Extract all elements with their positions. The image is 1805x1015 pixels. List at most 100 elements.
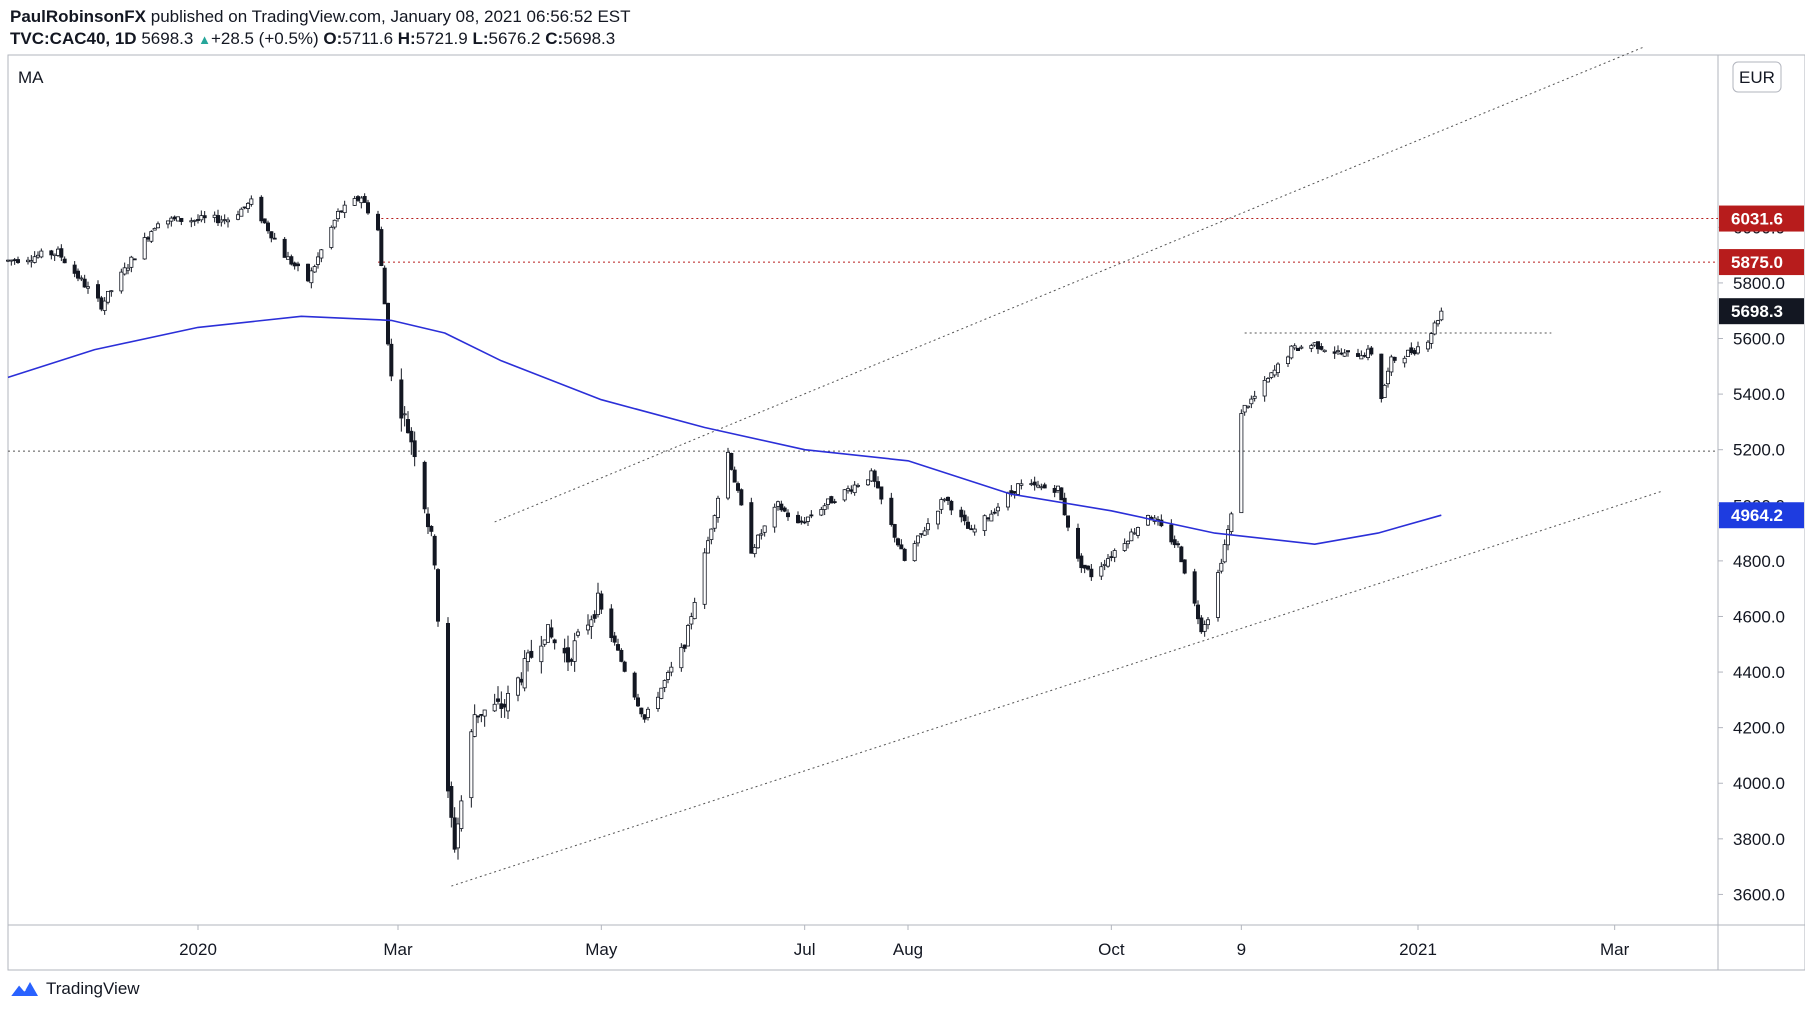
candle — [172, 215, 177, 221]
candle — [272, 232, 277, 240]
candle — [942, 497, 947, 503]
candle-body — [472, 714, 477, 737]
candle — [492, 693, 497, 712]
candle — [732, 466, 737, 483]
candle-body — [562, 647, 567, 654]
candle-body — [1392, 356, 1397, 361]
candle-body — [172, 216, 177, 220]
candle-body — [832, 501, 837, 503]
currency-button-box[interactable] — [1732, 61, 1782, 93]
candle-body — [1226, 529, 1231, 546]
candle-body — [1059, 487, 1064, 501]
candle-body — [1112, 550, 1117, 558]
candle-body — [709, 528, 714, 540]
candle-body — [749, 502, 754, 554]
candle-body — [529, 650, 534, 658]
candle-body — [499, 703, 504, 709]
candle — [1126, 540, 1131, 549]
candle — [896, 537, 901, 547]
ma-line — [7, 315, 1442, 546]
time-axis[interactable]: 2020 Mar May Jul Aug Oct 9 2021 Mar — [179, 925, 1630, 959]
time-tick-label: Mar — [383, 940, 413, 959]
candle — [636, 693, 641, 707]
candle — [1216, 569, 1221, 622]
candle — [572, 632, 577, 672]
currency-button[interactable]: EUR — [1732, 61, 1782, 93]
trendlines — [451, 46, 1662, 887]
candle — [1252, 390, 1257, 402]
candle-body — [666, 672, 671, 680]
candle-body — [589, 619, 594, 627]
candle — [239, 207, 244, 217]
author-name[interactable]: PaulRobinsonFX — [10, 7, 146, 26]
price-tick-label: 5600.0 — [1733, 330, 1785, 349]
indicator-label[interactable]: MA — [18, 68, 44, 87]
candle — [916, 535, 921, 547]
candle — [1369, 345, 1374, 356]
candle-body — [199, 215, 204, 221]
candle-body — [1052, 487, 1057, 493]
candle-body — [946, 496, 951, 501]
candle — [59, 244, 64, 262]
tradingview-brand[interactable]: TradingView — [46, 979, 140, 998]
candle — [422, 460, 427, 514]
candle — [452, 807, 457, 853]
candle — [412, 431, 417, 467]
candle — [149, 230, 154, 243]
candle — [1392, 356, 1397, 364]
candle-body — [852, 484, 857, 494]
candle-body — [1369, 347, 1374, 355]
candle — [152, 227, 157, 231]
price-axis[interactable]: 3600.0 3800.0 4000.0 4200.0 4400.0 4600.0 4800… — [1718, 218, 1785, 904]
candle-body — [409, 430, 414, 443]
candle — [656, 691, 661, 712]
candle — [445, 617, 450, 799]
candle-body — [1249, 398, 1254, 405]
candle-body — [712, 515, 717, 529]
candle-body — [809, 514, 814, 517]
candle — [782, 506, 787, 513]
candle-body — [375, 213, 380, 231]
candle — [6, 259, 11, 263]
candle-body — [289, 256, 294, 265]
candle — [609, 604, 614, 643]
candle-body — [762, 525, 767, 533]
candle-body — [102, 300, 107, 311]
candle — [912, 540, 917, 562]
candle — [479, 714, 484, 723]
candle — [1339, 348, 1344, 356]
candle — [1292, 343, 1297, 351]
price-tick-label: 3600.0 — [1733, 885, 1785, 904]
candle-body — [642, 714, 647, 720]
candle — [926, 518, 931, 535]
candle-body — [339, 210, 344, 213]
candle-body — [892, 524, 897, 538]
candle-body — [412, 440, 417, 458]
candle-body — [662, 680, 667, 688]
candle-body — [1342, 352, 1347, 357]
publish-line: PaulRobinsonFX published on TradingView.… — [10, 6, 631, 28]
candle-body — [79, 277, 84, 280]
candle-body — [62, 258, 67, 264]
candle — [96, 280, 101, 302]
candle — [872, 469, 877, 488]
currency-button-label[interactable]: EUR — [1739, 68, 1775, 87]
candle — [1066, 515, 1071, 532]
tradingview-footer[interactable]: TradingView — [8, 978, 140, 1000]
candle-body — [1182, 559, 1187, 574]
tradingview-logo-icon[interactable] — [8, 978, 40, 1000]
candle — [856, 483, 861, 488]
candle-body — [1012, 491, 1017, 494]
candle — [449, 781, 454, 828]
candle — [866, 479, 871, 487]
candle-body — [596, 592, 601, 616]
candle — [879, 486, 884, 505]
trendline-0 — [451, 490, 1662, 887]
open-value: 5711.6 — [342, 29, 394, 48]
candle-body — [195, 219, 200, 221]
candle-body — [99, 297, 104, 310]
candle-body — [889, 497, 894, 525]
candle — [312, 264, 317, 273]
candle-body — [1252, 395, 1257, 399]
